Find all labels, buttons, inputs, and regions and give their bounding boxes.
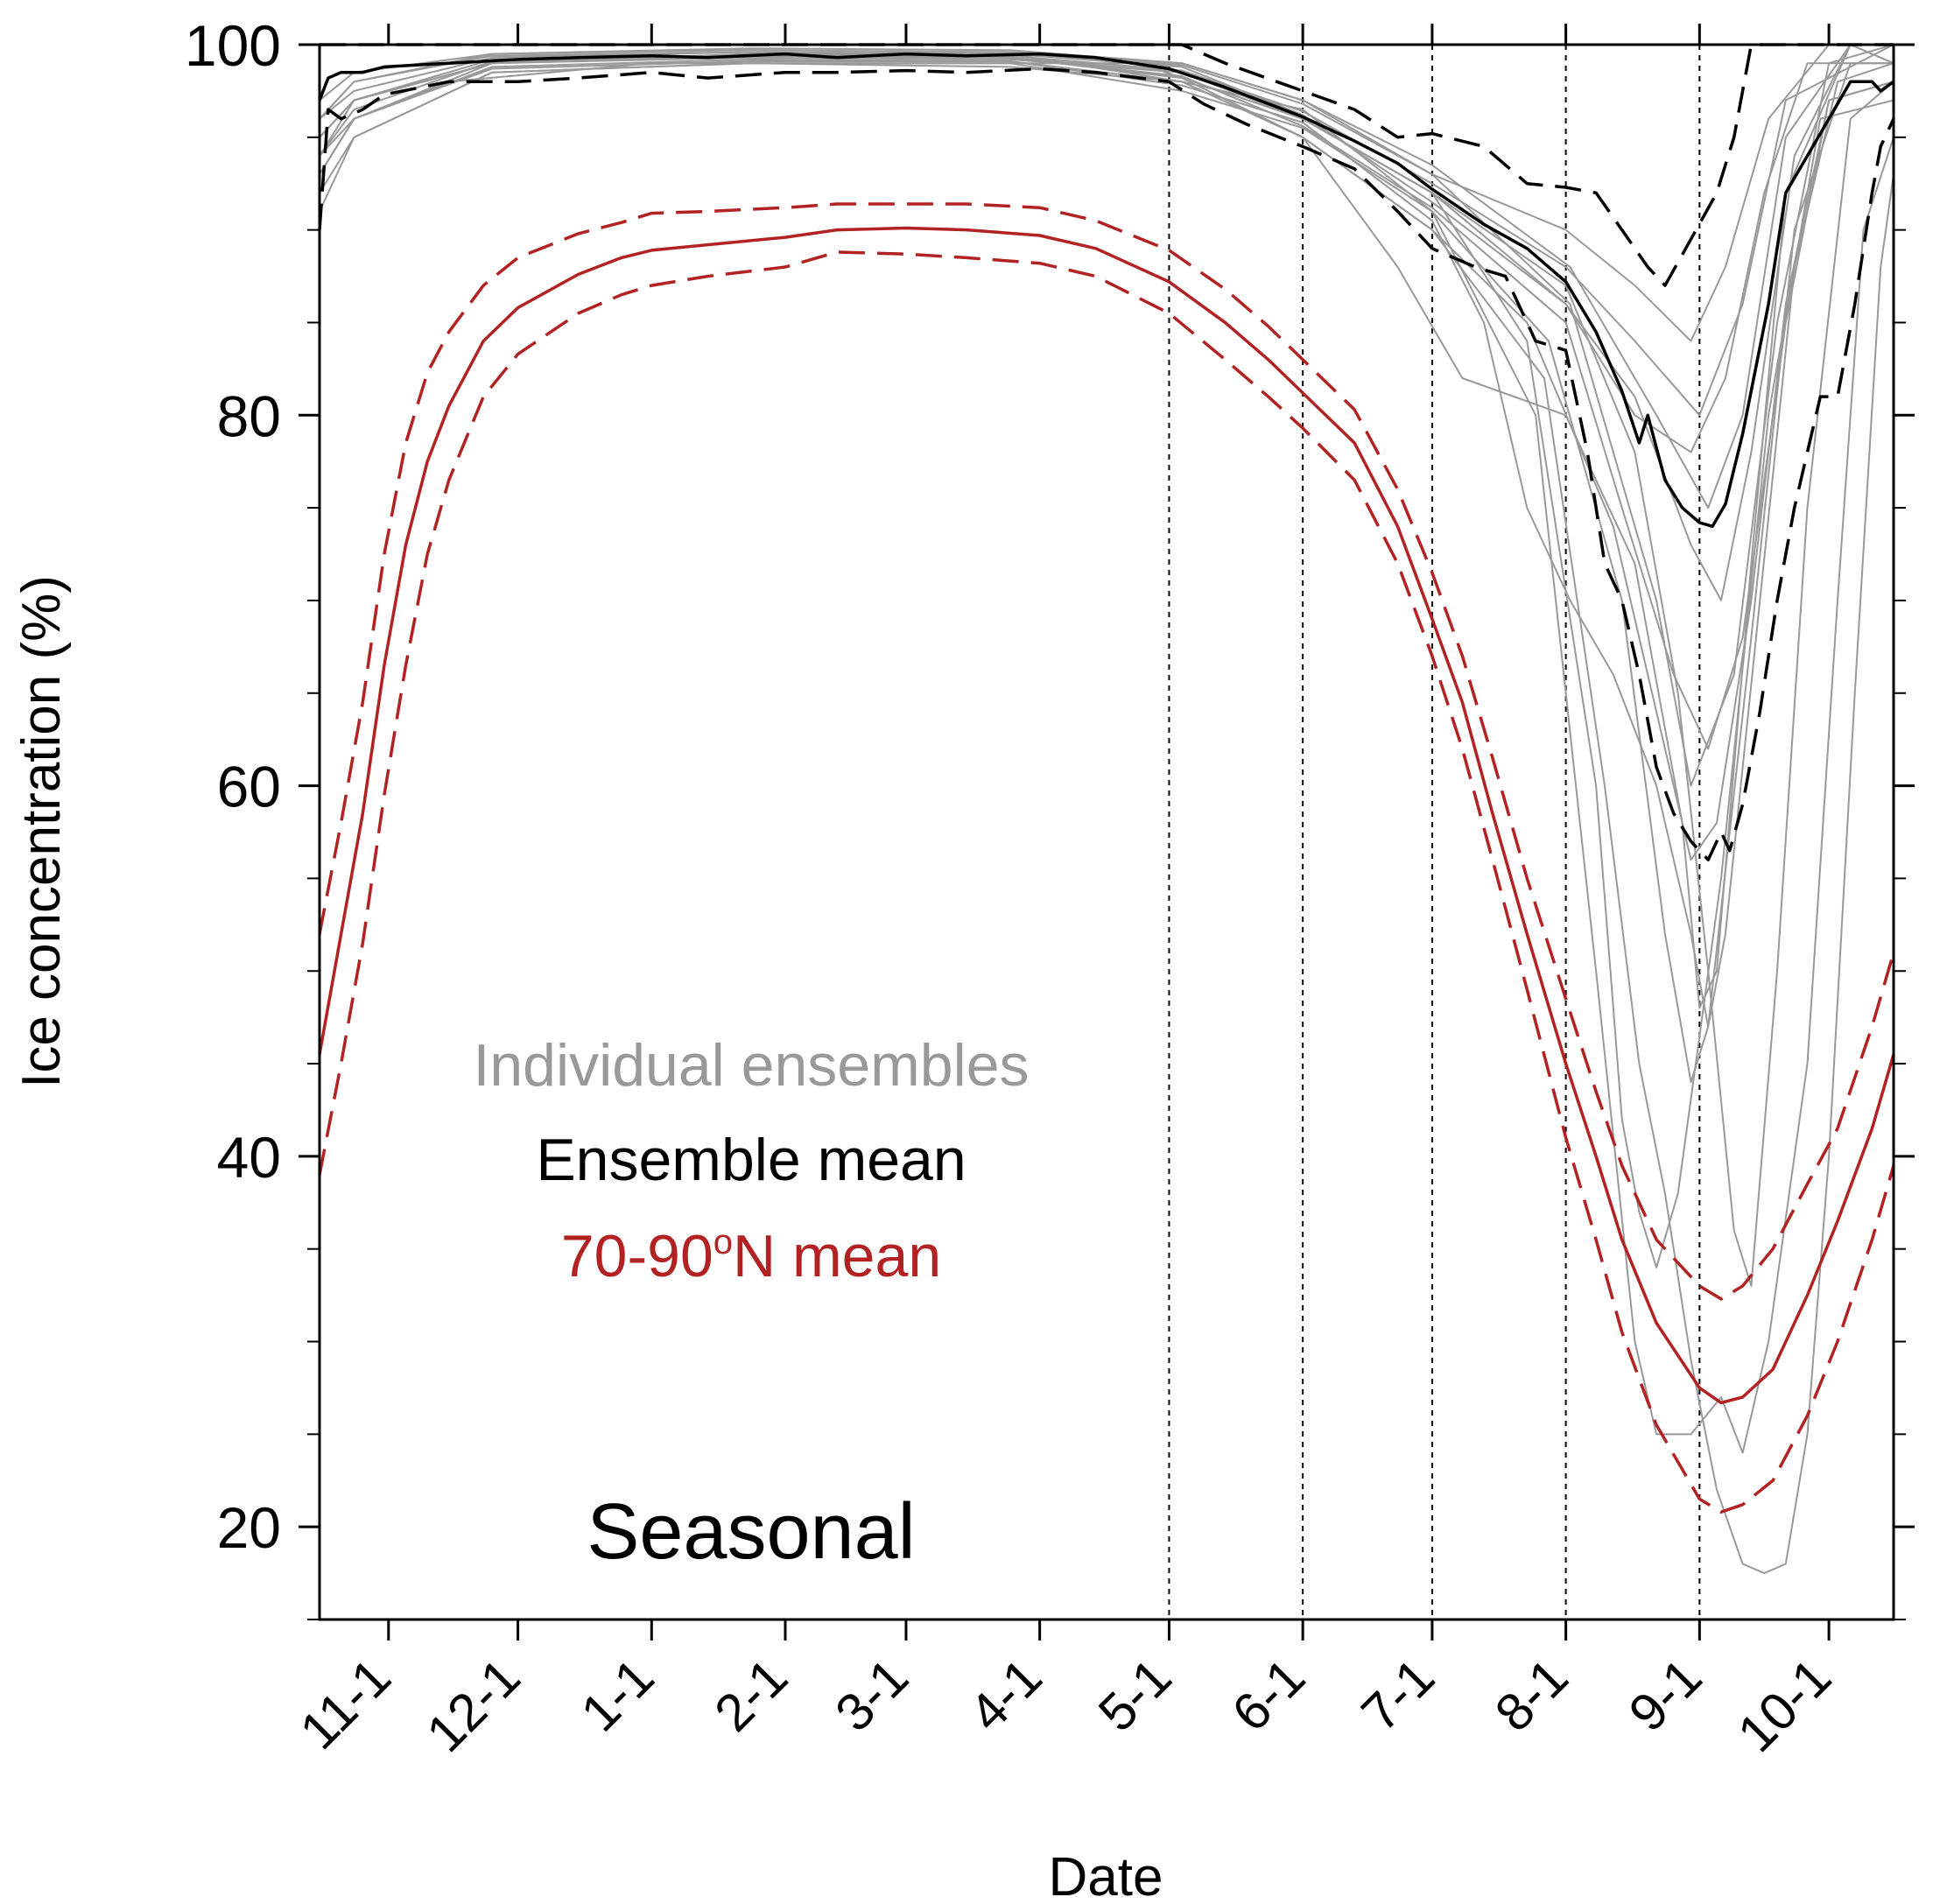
series-line-4	[318, 202, 1895, 1301]
x-tick-label-7: 6-1	[1221, 1648, 1317, 1743]
legend-lat-mean: 70-90oN mean	[561, 1223, 941, 1289]
legend-individual-ensembles: Individual ensembles	[473, 1032, 1029, 1099]
legend-ensemble-mean: Ensemble mean	[536, 1127, 966, 1193]
legend-lat-mean-prefix: 70-90	[561, 1223, 713, 1289]
x-tick-label-8: 7-1	[1350, 1648, 1445, 1743]
x-tick-label-2: 1-1	[570, 1648, 665, 1743]
panel-label: Seasonal	[587, 1488, 915, 1576]
x-tick-label-5: 4-1	[958, 1648, 1053, 1743]
y-tick-label-3: 80	[217, 383, 281, 448]
y-tick-label-1: 40	[217, 1125, 281, 1190]
series-line-2	[318, 67, 1895, 861]
x-tick-label-3: 2-1	[704, 1648, 799, 1743]
axes-group: 20 40 60 80 100 11-1 12-1 1-1 2-1 3-1 4-1 5-1 6-1 7-1…	[185, 13, 1915, 1763]
x-tick-label-6: 5-1	[1087, 1648, 1183, 1743]
reference-lines	[1168, 45, 1701, 1619]
x-axis-label: Date	[1049, 1847, 1163, 1904]
x-tick-label-9: 8-1	[1484, 1648, 1579, 1743]
ensemble-line-13	[319, 44, 1894, 342]
legend-lat-mean-suffix: N mean	[733, 1223, 941, 1289]
x-tick-label-1: 12-1	[415, 1648, 531, 1763]
y-tick-label-4: 100	[185, 13, 281, 78]
individual-ensembles-group	[319, 44, 1894, 1575]
ensemble-line-8	[319, 56, 1894, 1287]
ensemble-line-2	[319, 62, 1894, 1084]
ensemble-line-10	[319, 62, 1894, 1575]
ensemble-line-9	[319, 44, 1894, 601]
ensemble-line-0	[319, 62, 1894, 453]
y-tick-label-2: 60	[217, 755, 281, 819]
legend-degree-superscript: o	[713, 1223, 733, 1261]
ensemble-line-11	[319, 44, 1894, 417]
series-line-5	[318, 250, 1895, 1514]
ensemble-line-7	[319, 44, 1894, 1009]
y-tick-label-0: 20	[217, 1495, 281, 1560]
series-group	[318, 43, 1895, 1514]
ensemble-line-12	[319, 60, 1894, 1028]
x-tick-label-0: 11-1	[289, 1648, 402, 1760]
ensemble-line-4	[319, 53, 1894, 1268]
y-axis-label: Ice concentration (%)	[11, 575, 72, 1088]
x-tick-label-11: 10-1	[1726, 1648, 1842, 1763]
series-line-3	[318, 226, 1895, 1405]
ensemble-line-6	[319, 58, 1894, 1454]
legend: Individual ensembles Ensemble mean 70-90…	[473, 1032, 1029, 1289]
series-line-0	[318, 52, 1895, 529]
plot-frame	[318, 43, 1895, 1621]
ensemble-line-5	[319, 44, 1894, 509]
x-tick-label-4: 3-1	[824, 1648, 919, 1743]
x-tick-label-10: 9-1	[1618, 1648, 1713, 1743]
ensemble-line-3	[319, 44, 1894, 787]
ensemble-line-14	[319, 54, 1894, 750]
